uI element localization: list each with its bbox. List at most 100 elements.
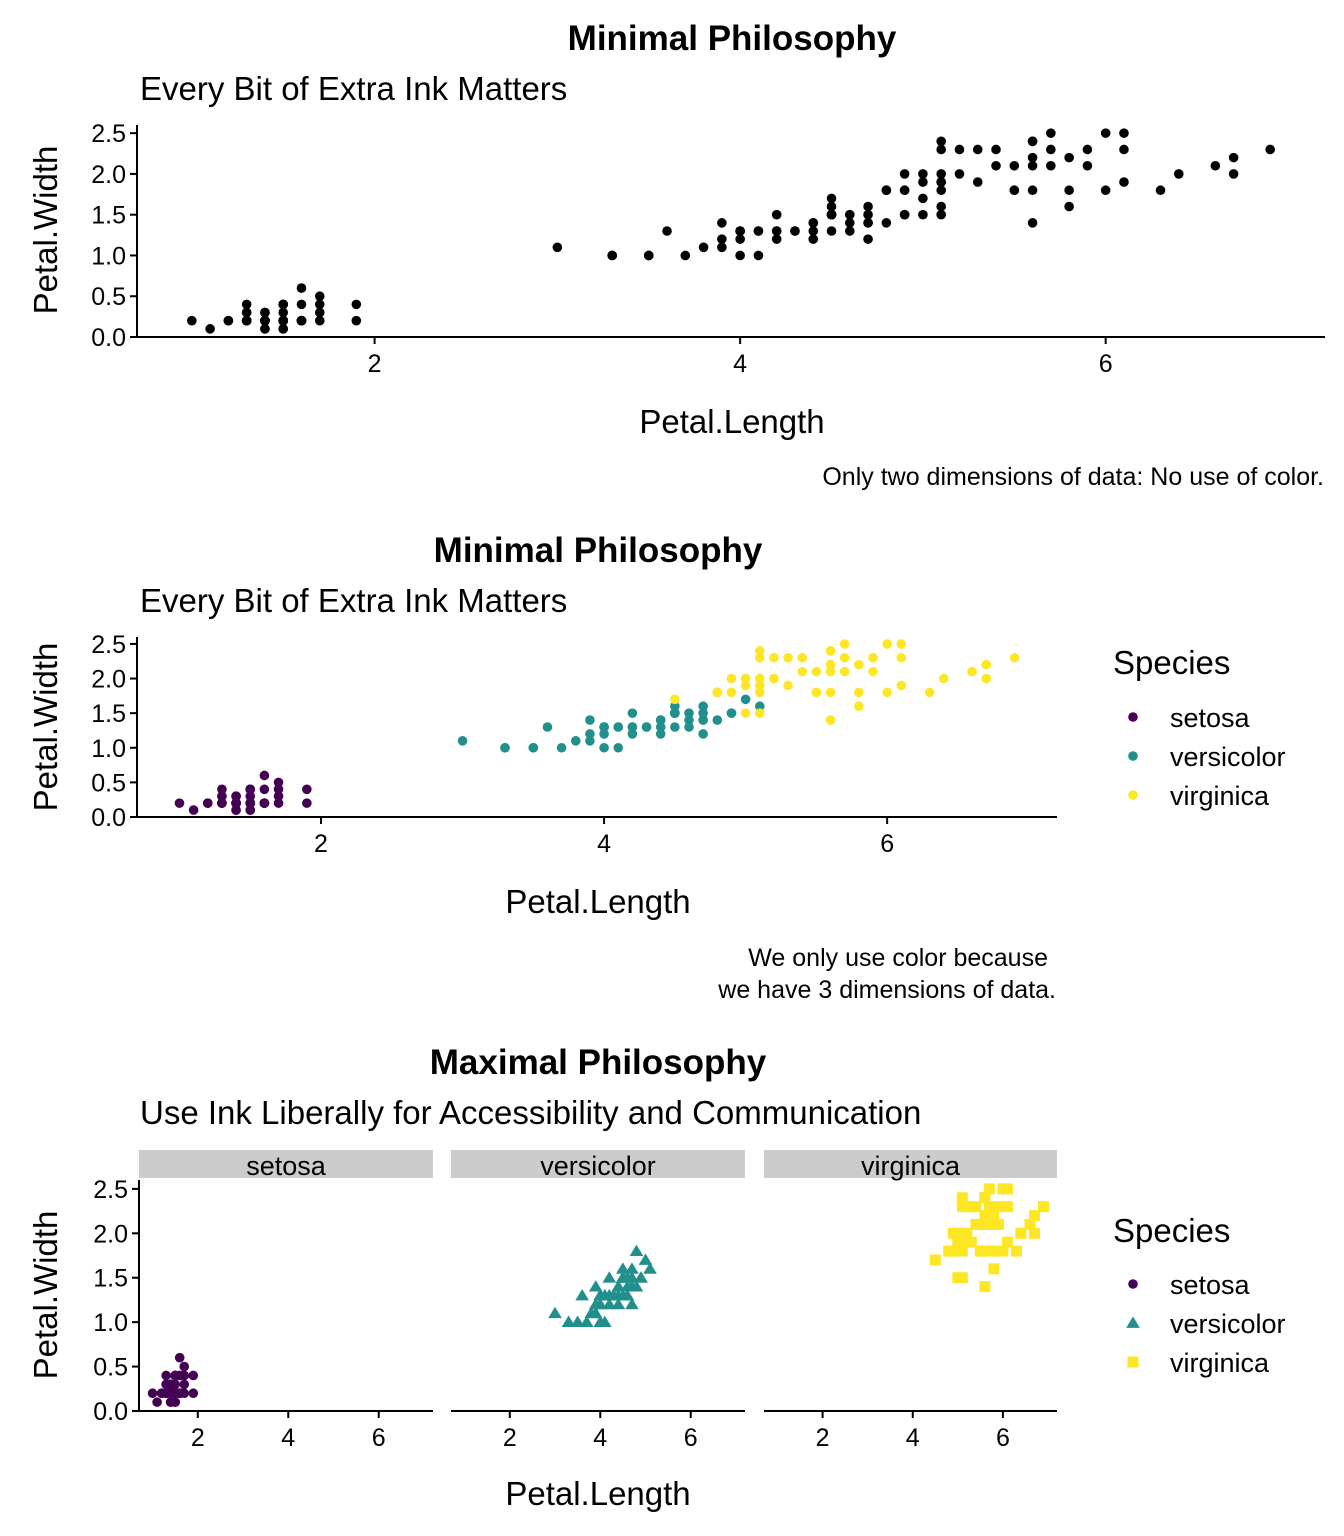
data-point-setosa <box>231 805 241 815</box>
data-point-setosa <box>152 1397 162 1407</box>
data-point-virginica <box>938 673 949 684</box>
data-point <box>698 242 709 253</box>
data-point <box>1046 128 1056 138</box>
data-point <box>314 299 325 310</box>
data-point-virginica <box>1024 1218 1036 1230</box>
y-tick-label: 1.0 <box>93 1309 128 1337</box>
data-point-virginica <box>712 687 723 698</box>
data-point <box>972 144 983 155</box>
legend-key-setosa <box>1128 712 1138 722</box>
data-point <box>1046 160 1056 171</box>
y-tick-label: 1.0 <box>91 242 126 270</box>
data-point <box>260 307 270 318</box>
x-tick-label: 6 <box>880 830 894 858</box>
legend-label-versicolor: versicolor <box>1170 742 1286 772</box>
data-point-virginica <box>947 1227 959 1239</box>
x-tick-label: 6 <box>372 1424 386 1452</box>
data-point <box>881 218 892 228</box>
data-point-versicolor <box>584 1306 599 1319</box>
facet-strip <box>764 1150 1057 1178</box>
data-point-virginica <box>974 1245 986 1257</box>
data-point <box>1155 185 1166 196</box>
data-point-versicolor <box>613 742 624 753</box>
data-point-virginica <box>811 666 822 677</box>
data-point-virginica <box>896 680 907 691</box>
data-point-setosa <box>179 1379 190 1390</box>
data-point <box>954 169 965 179</box>
panel-3: Maximal Philosophy Use Ink Liberally for… <box>27 1043 1286 1512</box>
data-point-setosa <box>161 1370 171 1381</box>
data-point-versicolor <box>602 1297 617 1310</box>
data-point-virginica <box>868 652 878 663</box>
y-tick-label: 0.0 <box>91 804 126 832</box>
panel-1-x-axis-label: Petal.Length <box>639 403 824 440</box>
legend-label-setosa: setosa <box>1170 703 1251 733</box>
panel-2-legend: Species setosa versicolor virginica <box>1113 644 1286 811</box>
data-point-virginica <box>811 687 822 698</box>
data-point <box>918 177 928 187</box>
data-point-versicolor <box>599 722 609 732</box>
data-point-setosa <box>174 1352 185 1363</box>
data-point-virginica <box>1015 1227 1027 1239</box>
data-point <box>918 169 928 179</box>
data-point <box>826 226 837 236</box>
data-point-setosa <box>231 791 241 802</box>
data-point-virginica <box>979 1218 991 1230</box>
data-point-versicolor <box>641 722 652 732</box>
data-point-virginica <box>965 1236 977 1248</box>
data-point-virginica <box>754 687 765 698</box>
data-point-versicolor <box>712 715 723 725</box>
data-point <box>552 242 563 253</box>
data-point-setosa <box>217 798 227 808</box>
data-point-virginica <box>1028 1210 1040 1222</box>
legend-key-setosa <box>1128 1279 1138 1289</box>
data-point-versicolor <box>597 1289 612 1301</box>
data-point-virginica <box>854 659 864 670</box>
data-point-versicolor <box>670 722 680 732</box>
data-point <box>936 169 946 179</box>
data-point <box>936 136 946 147</box>
data-point <box>187 315 197 326</box>
data-point-versicolor <box>602 1271 617 1283</box>
data-point-virginica <box>839 639 850 649</box>
data-point <box>1100 128 1111 138</box>
panel-1: Minimal Philosophy Every Bit of Extra In… <box>27 19 1325 491</box>
data-point <box>991 160 1001 171</box>
data-point <box>863 209 873 220</box>
data-point <box>771 209 782 220</box>
data-point-virginica <box>825 659 836 670</box>
y-tick-label: 1.5 <box>91 202 126 230</box>
x-tick-label: 2 <box>314 830 328 858</box>
data-point <box>717 218 727 228</box>
y-tick-label: 0.5 <box>93 1354 128 1382</box>
data-point-virginica <box>956 1245 968 1257</box>
data-point-versicolor <box>684 715 694 725</box>
panel-3-legend-items: setosa versicolor virginica <box>1126 1270 1286 1378</box>
data-point-virginica <box>961 1227 973 1239</box>
data-point-setosa <box>165 1388 176 1399</box>
data-point <box>936 201 946 212</box>
data-point <box>735 226 745 236</box>
data-point-virginica <box>783 652 793 663</box>
legend-key-versicolor <box>1128 751 1138 761</box>
data-point-virginica <box>956 1272 968 1284</box>
data-point-setosa <box>273 784 284 795</box>
data-point <box>1064 201 1074 212</box>
data-point <box>314 315 325 326</box>
data-point <box>1210 160 1221 171</box>
legend-key-virginica <box>1127 1356 1139 1368</box>
panel-3-y-axis-label: Petal.Width <box>27 1211 64 1380</box>
legend-label-setosa: setosa <box>1170 1270 1251 1300</box>
data-point-versicolor <box>627 729 638 739</box>
x-tick-label: 4 <box>593 1424 607 1452</box>
data-point-virginica <box>1001 1201 1013 1213</box>
data-point <box>278 307 289 318</box>
data-point <box>808 218 819 228</box>
data-point <box>863 234 873 244</box>
data-point-virginica <box>929 1254 941 1266</box>
data-point-virginica <box>997 1245 1009 1257</box>
data-point-virginica <box>970 1218 982 1230</box>
facet-virginica: virginica 2 4 6 <box>764 1150 1057 1452</box>
data-point-versicolor <box>556 742 567 753</box>
